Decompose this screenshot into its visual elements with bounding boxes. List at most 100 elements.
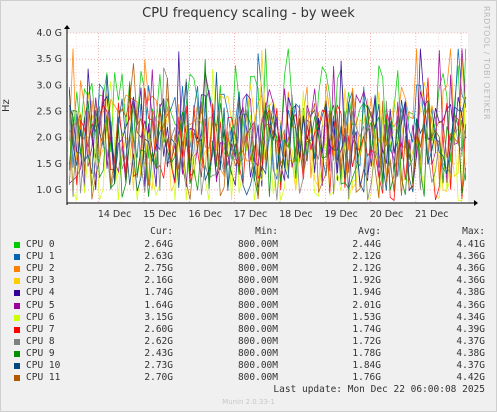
legend-avg: 1.94G xyxy=(352,287,381,299)
legend-header-row: Cur: Min: Avg: Max: xyxy=(0,226,497,238)
legend-avg: 1.53G xyxy=(352,311,381,323)
legend-row: CPU 4 1.74G 800.00M 1.94G 4.38G xyxy=(0,287,497,299)
legend-min: 800.00M xyxy=(237,275,278,287)
legend-header-max: Max: xyxy=(462,226,485,237)
x-tick-label: 19 Dec xyxy=(324,209,358,220)
legend-swatch xyxy=(14,363,20,369)
legend-swatch xyxy=(14,350,20,357)
legend-series-name: CPU 10 xyxy=(26,360,61,371)
y-tick-label: 2.0 G xyxy=(37,133,63,144)
x-axis-arrow xyxy=(474,200,478,206)
legend-row: CPU 5 1.64G 800.00M 2.01G 4.36G xyxy=(0,300,497,312)
legend-swatch xyxy=(14,290,20,297)
legend-max: 4.36G xyxy=(456,263,485,275)
legend-max: 4.34G xyxy=(456,311,485,323)
legend-min: 800.00M xyxy=(237,239,278,250)
legend-series-name: CPU 1 xyxy=(26,251,55,263)
y-axis-arrow xyxy=(64,25,70,29)
series-line xyxy=(68,72,467,196)
legend-max: 4.37G xyxy=(456,335,485,347)
legend-cur: 2.64G xyxy=(144,239,173,250)
y-tick-label: 1.5 G xyxy=(37,159,63,170)
legend-swatch xyxy=(14,326,20,333)
legend-avg: 1.76G xyxy=(352,372,381,384)
legend-table: Cur: Min: Avg: Max: CPU 0 2.64G 800.00M 2.4… xyxy=(0,226,497,386)
legend-row: CPU 7 2.60G 800.00M 1.74G 4.39G xyxy=(0,324,497,336)
legend-series-name: CPU 5 xyxy=(26,299,55,311)
x-tick-label: 15 Dec xyxy=(143,209,177,220)
legend-min: 800.00M xyxy=(237,287,278,299)
x-tick-label: 16 Dec xyxy=(188,209,222,220)
series-line xyxy=(69,48,467,186)
legend-avg: 1.84G xyxy=(352,360,381,371)
rrdtool-watermark: RRDTOOL / TOBI OETIKER xyxy=(482,6,491,121)
legend-cur: 2.62G xyxy=(144,335,173,347)
legend-avg: 1.78G xyxy=(352,347,381,359)
legend-avg: 2.12G xyxy=(352,263,381,275)
legend-row: CPU 6 3.15G 800.00M 1.53G 4.34G xyxy=(0,312,497,324)
legend-row: CPU 2 2.75G 800.00M 2.12G 4.36G xyxy=(0,263,497,275)
legend-cur: 1.64G xyxy=(144,299,173,311)
legend-avg: 2.12G xyxy=(352,251,381,263)
legend-min: 800.00M xyxy=(237,323,278,335)
legend-swatch xyxy=(14,375,20,382)
legend-row: CPU 0 2.64G 800.00M 2.44G 4.41G xyxy=(0,239,497,251)
legend-cur: 2.16G xyxy=(144,275,173,287)
legend-cur: 2.43G xyxy=(144,347,173,359)
legend-max: 4.41G xyxy=(456,239,485,250)
legend-max: 4.38G xyxy=(456,347,485,359)
legend-swatch xyxy=(14,338,20,345)
legend-avg: 2.44G xyxy=(352,239,381,250)
munin-version: Munin 2.0.33-1 xyxy=(222,398,275,406)
x-tick-label: 17 Dec xyxy=(234,209,268,220)
legend-cur: 2.63G xyxy=(144,251,173,263)
legend-avg: 1.74G xyxy=(352,323,381,335)
legend-min: 800.00M xyxy=(237,299,278,311)
legend-swatch xyxy=(14,266,20,273)
legend-max: 4.37G xyxy=(456,360,485,371)
legend-cur: 2.75G xyxy=(144,263,173,275)
legend-min: 800.00M xyxy=(237,360,278,371)
axes xyxy=(64,25,478,206)
legend-series-name: CPU 8 xyxy=(26,335,55,347)
legend-swatch xyxy=(14,314,20,321)
x-tick-label: 20 Dec xyxy=(370,209,404,220)
legend-series-name: CPU 11 xyxy=(26,372,61,384)
legend-series-name: CPU 9 xyxy=(26,347,55,359)
legend-avg: 2.01G xyxy=(352,299,381,311)
legend-series-name: CPU 4 xyxy=(26,287,55,299)
legend-max: 4.36G xyxy=(456,275,485,287)
legend-swatch xyxy=(14,254,20,261)
legend-header-cur: Cur: xyxy=(150,226,173,237)
legend-row: CPU 8 2.62G 800.00M 1.72G 4.37G xyxy=(0,336,497,348)
legend-series-name: CPU 6 xyxy=(26,311,55,323)
legend-min: 800.00M xyxy=(237,311,278,323)
x-tick-label: 14 Dec xyxy=(98,209,132,220)
legend-max: 4.36G xyxy=(456,251,485,263)
legend-min: 800.00M xyxy=(237,347,278,359)
legend-series-name: CPU 7 xyxy=(26,323,55,335)
legend-series-name: CPU 0 xyxy=(26,239,55,250)
x-tick-labels: 14 Dec 15 Dec 16 Dec 17 Dec 18 Dec 19 Dec 20 D… xyxy=(98,209,449,220)
legend-max: 4.39G xyxy=(456,323,485,335)
chart-title: CPU frequency scaling - by week xyxy=(142,6,355,21)
legend-row: CPU 1 2.63G 800.00M 2.12G 4.36G xyxy=(0,251,497,263)
legend-swatch xyxy=(14,278,20,285)
legend-max: 4.42G xyxy=(456,372,485,384)
legend-header-min: Min: xyxy=(255,226,278,237)
y-tick-label: 4.0 G xyxy=(37,28,63,39)
y-tick-labels: 1.0 G 1.5 G 2.0 G 2.5 G 3.0 G 3.5 G 4.0 G xyxy=(37,28,63,196)
legend-row: CPU 9 2.43G 800.00M 1.78G 4.38G xyxy=(0,348,497,360)
legend-cur: 2.70G xyxy=(144,372,173,384)
legend-max: 4.36G xyxy=(456,299,485,311)
legend-min: 800.00M xyxy=(237,251,278,263)
y-tick-label: 3.5 G xyxy=(37,54,63,65)
last-update: Last update: Mon Dec 22 06:00:08 2025 xyxy=(273,384,485,395)
legend-row: CPU 11 2.70G 800.00M 1.76G 4.42G xyxy=(0,372,497,384)
legend-cur: 3.15G xyxy=(144,311,173,323)
legend-swatch xyxy=(14,302,20,309)
series-lines xyxy=(68,48,467,202)
legend-cur: 2.60G xyxy=(144,323,173,335)
legend-cur: 2.73G xyxy=(144,360,173,371)
legend-row: CPU 3 2.16G 800.00M 1.92G 4.36G xyxy=(0,275,497,287)
